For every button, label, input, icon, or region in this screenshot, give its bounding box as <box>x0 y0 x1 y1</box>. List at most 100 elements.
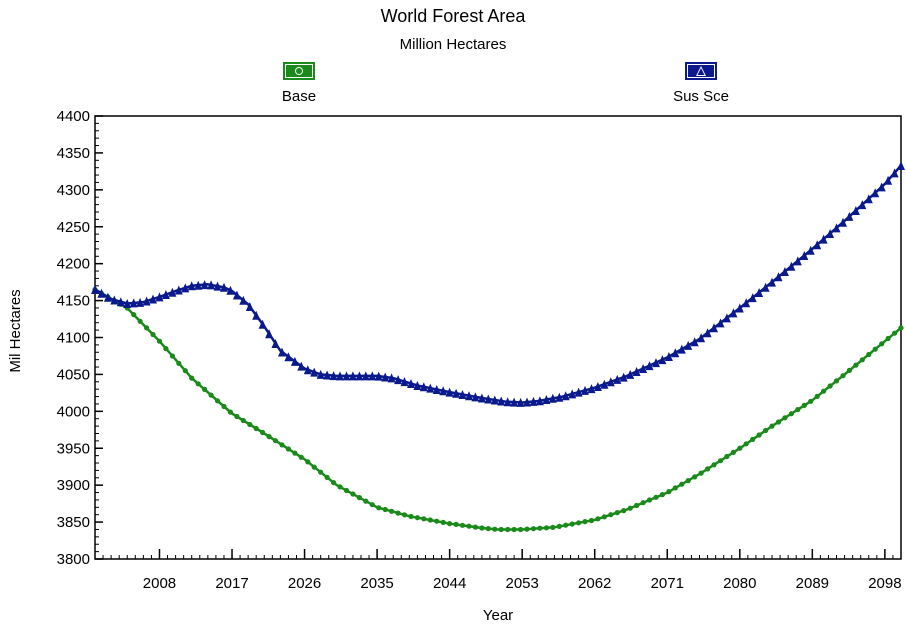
data-point <box>813 240 822 250</box>
data-point <box>787 261 796 271</box>
y-tick-label: 4400 <box>57 108 90 125</box>
data-point <box>458 390 467 399</box>
data-point <box>265 329 274 339</box>
data-point <box>866 351 872 358</box>
data-point <box>768 277 776 287</box>
data-point <box>846 367 853 373</box>
data-point <box>479 525 485 531</box>
data-point <box>606 377 615 387</box>
data-point <box>697 333 706 343</box>
data-point <box>182 368 188 374</box>
data-point <box>858 200 867 210</box>
data-point <box>278 347 286 357</box>
data-point <box>621 508 627 514</box>
data-point <box>840 373 846 379</box>
data-point <box>826 229 835 238</box>
data-point <box>434 518 440 524</box>
data-point <box>839 217 847 227</box>
data-point <box>239 295 248 305</box>
data-point <box>653 494 659 500</box>
x-tick-label: 2089 <box>796 575 829 592</box>
data-point <box>542 395 551 404</box>
legend-item-sus-sce[interactable]: Sus Sce <box>664 62 738 105</box>
data-point <box>795 407 801 413</box>
data-point <box>724 453 730 460</box>
data-point <box>426 383 435 393</box>
data-point <box>890 168 899 178</box>
data-point <box>819 234 828 244</box>
data-point <box>827 383 833 389</box>
data-point <box>477 393 486 403</box>
data-point <box>329 371 338 381</box>
series-layer <box>91 161 905 533</box>
data-point <box>568 389 577 399</box>
data-point <box>593 382 602 391</box>
chart-title: World Forest Area <box>380 6 526 26</box>
data-point <box>684 340 693 350</box>
y-axis-title: Mil Hectares <box>7 289 24 372</box>
data-point <box>253 425 259 432</box>
data-point <box>788 411 795 417</box>
legend-swatch-base-icon <box>283 62 315 80</box>
data-point <box>859 357 865 363</box>
data-point <box>163 346 169 352</box>
y-tick-label: 4000 <box>57 403 90 420</box>
data-point <box>387 373 396 383</box>
data-point <box>845 211 854 221</box>
data-point <box>774 272 783 282</box>
data-point <box>220 282 228 292</box>
data-point <box>421 516 427 522</box>
data-point <box>258 319 267 329</box>
data-point <box>730 449 737 455</box>
data-point <box>131 312 137 318</box>
data-point <box>523 397 531 407</box>
plot-frame <box>94 115 902 560</box>
data-point <box>671 348 680 358</box>
data-point <box>892 330 898 336</box>
data-point <box>763 427 769 434</box>
data-point <box>490 395 499 405</box>
y-tick-label: 3800 <box>57 551 90 568</box>
data-point <box>800 251 809 260</box>
data-point <box>459 522 466 528</box>
data-point <box>137 318 143 324</box>
data-point <box>245 302 254 311</box>
data-point <box>677 344 686 354</box>
data-point <box>632 367 641 376</box>
data-point <box>466 523 472 529</box>
data-point <box>485 526 491 532</box>
y-tick-label: 3850 <box>57 514 90 531</box>
data-point <box>123 299 132 308</box>
legend-label-sus-sce: Sus Sce <box>673 88 729 105</box>
data-point <box>174 285 183 295</box>
data-point <box>247 421 253 428</box>
data-point <box>877 182 886 192</box>
y-tick-label: 4200 <box>57 256 90 273</box>
data-point <box>535 396 544 406</box>
data-point <box>439 386 448 396</box>
data-point <box>722 313 731 323</box>
data-point <box>290 356 299 366</box>
legend-item-base[interactable]: Base <box>267 62 331 105</box>
data-point <box>885 335 891 342</box>
data-point <box>601 514 608 520</box>
data-point <box>569 521 575 527</box>
data-point <box>524 526 530 532</box>
data-point <box>116 297 125 307</box>
data-point <box>136 297 145 307</box>
data-point <box>221 403 227 410</box>
data-point <box>492 526 498 532</box>
x-tick-label: 2080 <box>723 575 756 592</box>
data-point <box>692 474 698 480</box>
data-point <box>189 375 195 381</box>
data-point <box>576 520 582 526</box>
data-point <box>292 450 298 456</box>
data-point <box>658 355 667 365</box>
x-tick-label: 2044 <box>433 575 466 592</box>
data-point <box>382 506 388 513</box>
x-tick-label: 2008 <box>143 575 176 592</box>
y-tick-label: 4050 <box>57 366 90 383</box>
data-point <box>821 388 827 394</box>
data-point <box>555 392 564 402</box>
x-axis: 2008 2017 2026 2035 2044 2053 2062 2071 2080 2089… <box>102 549 902 592</box>
